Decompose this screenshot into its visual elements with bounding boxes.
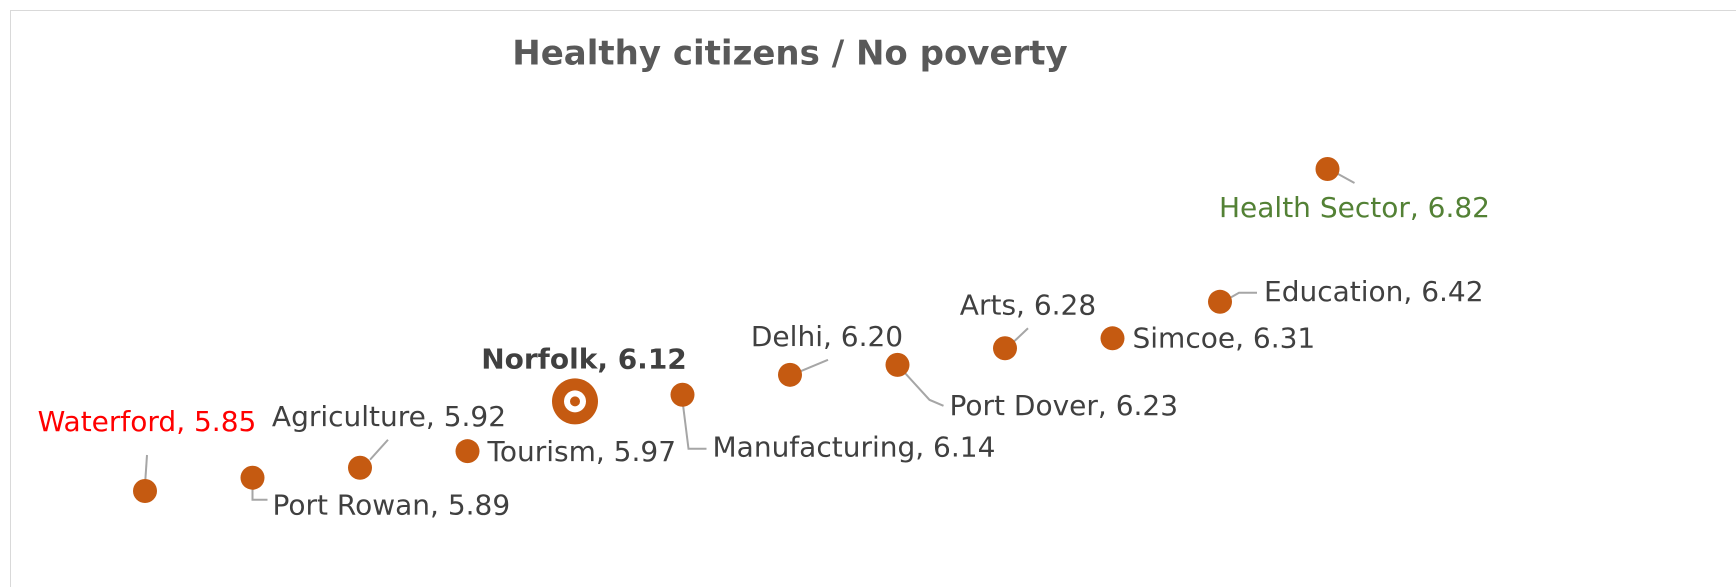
- point-marker: [455, 439, 480, 464]
- point-marker: [885, 352, 910, 377]
- leader-line: [681, 400, 707, 450]
- data-label: Delhi, 6.20: [751, 320, 903, 353]
- data-label: Port Dover, 6.23: [950, 389, 1179, 422]
- chart-title: Healthy citizens / No poverty: [512, 34, 1067, 74]
- point-marker: [670, 382, 695, 407]
- data-label: Education, 6.42: [1264, 275, 1484, 308]
- leader-line: [896, 364, 944, 407]
- data-label: Tourism, 5.97: [487, 435, 677, 468]
- point-marker: [778, 362, 802, 387]
- point-marker: [993, 336, 1017, 361]
- point-marker: [1100, 326, 1125, 351]
- data-label: Agriculture, 5.92: [272, 400, 506, 433]
- point-marker: [348, 455, 372, 480]
- data-label: Norfolk, 6.12: [481, 342, 687, 375]
- data-label: Waterford, 5.85: [38, 405, 257, 438]
- leader-line: [369, 439, 389, 461]
- point-marker: [1315, 157, 1340, 181]
- data-label: Manufacturing, 6.14: [713, 431, 996, 464]
- point-marker: [133, 479, 157, 503]
- point-marker: [1208, 289, 1232, 314]
- data-label: Simcoe, 6.31: [1133, 321, 1316, 354]
- point-marker-core: [570, 396, 580, 407]
- chart-frame: [10, 10, 1736, 587]
- data-label: Arts, 6.28: [960, 288, 1096, 321]
- data-label: Health Sector, 6.82: [1219, 191, 1490, 224]
- data-label: Port Rowan, 5.89: [273, 489, 511, 522]
- point-marker: [240, 465, 265, 490]
